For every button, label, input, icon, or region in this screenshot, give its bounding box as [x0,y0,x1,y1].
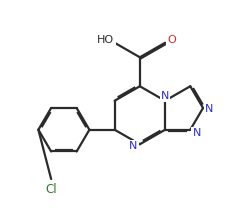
Text: N: N [205,105,214,114]
Text: N: N [192,128,201,138]
Text: N: N [161,91,169,100]
Text: O: O [167,35,176,45]
Text: N: N [129,141,138,151]
Text: Cl: Cl [45,183,57,196]
Text: HO: HO [97,35,114,45]
